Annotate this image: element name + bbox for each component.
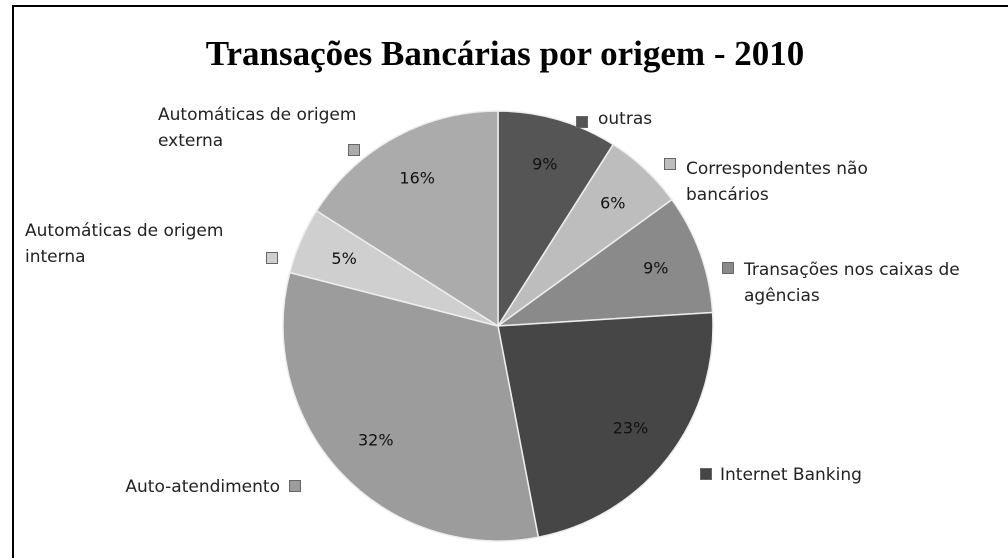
pie-slice xyxy=(315,110,499,328)
data-label: 5% xyxy=(331,249,356,268)
chart-title: Transações Bancárias por origem - 2010 xyxy=(206,34,805,73)
pie-slice xyxy=(495,198,714,327)
legend-marker xyxy=(266,252,278,264)
data-label: 16% xyxy=(399,169,435,188)
legend-marker xyxy=(576,116,588,128)
pie-slice xyxy=(497,311,714,539)
legend-label: outras xyxy=(598,109,653,129)
data-label: 9% xyxy=(643,259,668,278)
data-label: 32% xyxy=(358,430,394,449)
legend-label: Auto-atendimento xyxy=(125,477,280,497)
legend-marker xyxy=(348,144,360,156)
pie-slice xyxy=(497,110,615,329)
legend-marker xyxy=(664,158,676,170)
legend-label: Transações nos caixas de agências xyxy=(744,260,960,306)
legend-label: Automáticas de origem interna xyxy=(25,221,224,267)
legend-label: Correspondentes não bancários xyxy=(686,159,868,205)
legend-marker xyxy=(700,468,712,480)
pie-slice xyxy=(282,271,540,542)
data-label: 23% xyxy=(613,418,649,437)
data-label: 6% xyxy=(600,193,625,212)
chart-border xyxy=(12,5,1008,558)
legend-label: Internet Banking xyxy=(720,465,862,485)
legend-marker xyxy=(289,480,301,492)
legend-label: Automáticas de origem externa xyxy=(158,105,357,151)
data-label: 9% xyxy=(532,154,557,173)
legend-marker xyxy=(722,262,734,274)
